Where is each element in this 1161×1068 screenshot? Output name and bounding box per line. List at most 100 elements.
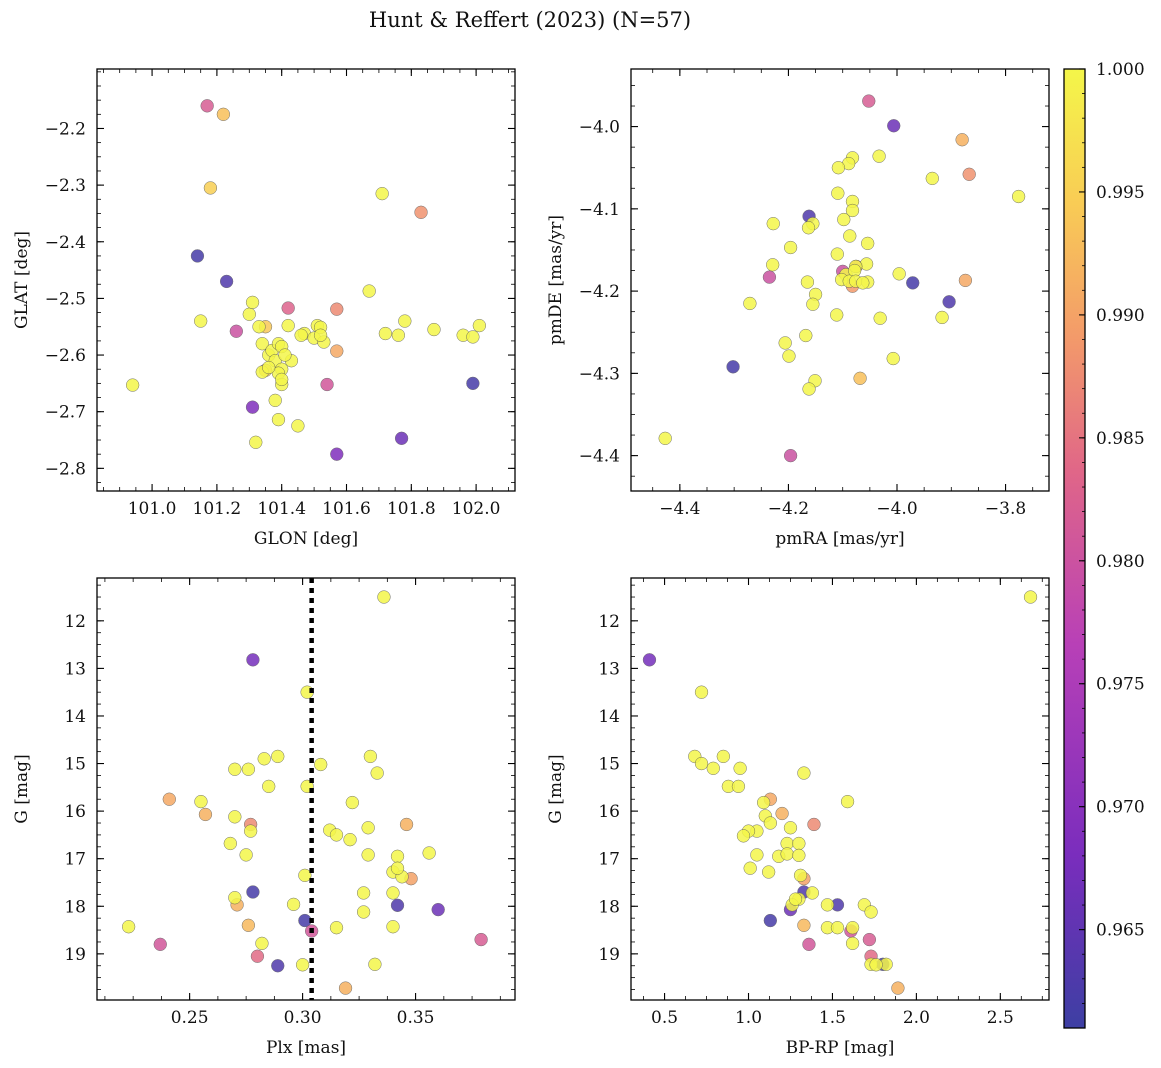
scatter-point: [1023, 590, 1038, 604]
scatter-point: [223, 836, 237, 851]
y-tick-label: −2.2: [45, 119, 86, 139]
scatter-point: [228, 762, 242, 776]
scatter-point: [241, 762, 256, 776]
scatter-point: [862, 94, 876, 108]
scatter-point: [194, 314, 208, 328]
scatter-point: [422, 846, 436, 860]
scatter-point: [243, 824, 258, 838]
scatter-point: [356, 886, 371, 900]
scatter-point: [313, 328, 328, 342]
y-tick-label: −4.3: [579, 364, 620, 384]
x-tick-label: 1.5: [819, 1008, 846, 1028]
scatter-point: [736, 829, 751, 843]
figure-title: Hunt & Reffert (2023) (N=57): [369, 8, 691, 32]
scatter-point: [800, 275, 815, 289]
scatter-point: [153, 937, 167, 951]
x-tick-label: 0.35: [397, 1008, 435, 1028]
y-tick-label: 19: [598, 945, 620, 965]
scatter-point: [763, 913, 777, 928]
y-tick-label: −2.5: [45, 289, 86, 309]
scatter-point: [694, 756, 709, 771]
colorbar-tick-label: 0.980: [1096, 552, 1145, 572]
scatter-point: [766, 217, 780, 231]
y-tick-label: 19: [64, 945, 86, 965]
scatter-point: [756, 795, 771, 810]
scatter-point: [801, 221, 816, 235]
colorbar-tick-label: 0.965: [1096, 921, 1145, 941]
scatter-point: [925, 171, 939, 186]
scatter-point: [198, 807, 213, 822]
y-tick-label: 15: [598, 755, 620, 775]
scatter-point: [840, 794, 855, 809]
scatter-point: [330, 447, 344, 461]
scatter-point: [805, 886, 819, 900]
y-tick-label: 17: [598, 850, 620, 870]
y-tick-label: −4.1: [579, 200, 620, 220]
x-tick-label: −4.4: [659, 499, 700, 519]
scatter-point: [294, 328, 308, 342]
scatter-point: [955, 133, 969, 147]
scatter-point: [368, 957, 382, 971]
scatter-point: [958, 273, 973, 288]
scatter-point: [262, 779, 276, 794]
scatter-point: [766, 258, 780, 272]
scatter-point: [856, 276, 870, 290]
scatter-point: [743, 296, 757, 311]
scatter-point: [390, 898, 405, 912]
scatter-point: [377, 590, 391, 604]
scatter-point: [228, 810, 242, 824]
x-axis-label: BP-RP [mag]: [786, 1038, 895, 1058]
y-tick-label: 13: [64, 659, 86, 679]
scatter-point: [830, 247, 844, 261]
scatter-point: [242, 307, 256, 321]
scatter-point: [398, 314, 412, 328]
scatter-point: [390, 861, 405, 875]
scatter-point: [394, 431, 409, 445]
x-axis-label: GLON [deg]: [254, 529, 358, 549]
scatter-point: [743, 861, 757, 875]
scatter-point: [831, 186, 845, 200]
scatter-point: [239, 848, 253, 862]
colorbar-tick-label: 0.975: [1096, 675, 1145, 695]
scatter-point: [271, 959, 285, 973]
scatter-point: [291, 419, 305, 433]
scatter-point: [345, 795, 359, 810]
scatter-point: [472, 318, 487, 333]
y-tick-label: −2.6: [45, 346, 86, 366]
y-axis-label: pmDE [mas/yr]: [546, 215, 566, 345]
scatter-point: [806, 297, 820, 311]
scatter-point: [778, 336, 792, 350]
panel-plx-g: 0.25 0.30 0.35 12 13 14 15 16 17 18 19 Plx [mas] G […: [12, 577, 516, 1058]
scatter-point: [843, 229, 857, 243]
scatter-point: [391, 328, 406, 342]
y-tick-label: −4.2: [579, 282, 620, 302]
scatter-point: [869, 958, 883, 972]
x-tick-label: 0.5: [651, 1008, 678, 1028]
scatter-point: [255, 936, 269, 951]
scatter-point: [862, 932, 877, 947]
scatter-point: [820, 898, 835, 912]
scatter-point: [831, 161, 846, 175]
scatter-point: [891, 981, 905, 995]
y-tick-label: 13: [598, 659, 620, 679]
scatter-point: [845, 203, 860, 218]
scatter-point: [378, 326, 393, 341]
scatter-point: [190, 249, 205, 263]
scatter-point: [121, 920, 136, 934]
scatter-point: [731, 779, 746, 794]
scatter-point: [125, 378, 140, 392]
scatter-point: [295, 958, 310, 972]
scatter-point: [830, 308, 844, 322]
scatter-point: [780, 847, 794, 861]
scatter-point: [203, 181, 218, 195]
scatter-point: [830, 921, 845, 935]
x-tick-label: −3.8: [985, 499, 1026, 519]
scatter-point: [245, 400, 260, 414]
scatter-point: [799, 328, 813, 343]
scatter-point: [762, 865, 776, 879]
scatter-point: [271, 412, 286, 427]
x-tick-label: −4.0: [876, 499, 917, 519]
scatter-point: [255, 337, 269, 351]
scatter-point: [861, 236, 875, 251]
